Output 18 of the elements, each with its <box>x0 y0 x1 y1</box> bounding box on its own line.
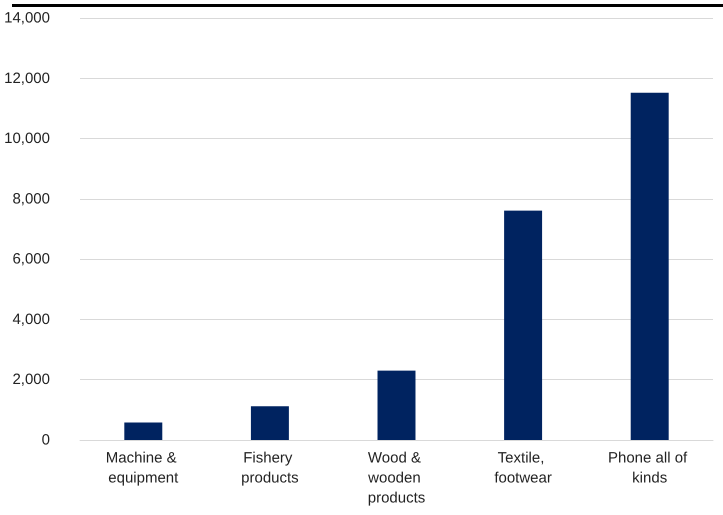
bar <box>378 370 416 440</box>
bar <box>630 92 669 440</box>
x-tick-label: Fishery products <box>241 450 299 486</box>
y-tick-label: 0 <box>42 432 50 448</box>
bar <box>504 210 542 440</box>
y-tick-label: 10,000 <box>4 130 50 148</box>
y-tick-label: 8,000 <box>12 190 50 208</box>
x-tick-label: Phone all of kinds <box>608 450 692 486</box>
bar <box>250 406 289 440</box>
y-tick-label: 2,000 <box>12 371 50 388</box>
bar <box>124 422 162 440</box>
x-tick-label: Machine & equipment <box>106 450 181 486</box>
x-tick-label: Wood & wooden products <box>367 450 426 506</box>
y-tick-label: 6,000 <box>12 250 50 268</box>
y-tick-label: 14,000 <box>4 10 50 26</box>
y-tick-label: 4,000 <box>12 310 50 328</box>
y-tick-label: 12,000 <box>4 70 50 87</box>
x-tick-label: Textile, footwear <box>494 450 552 486</box>
